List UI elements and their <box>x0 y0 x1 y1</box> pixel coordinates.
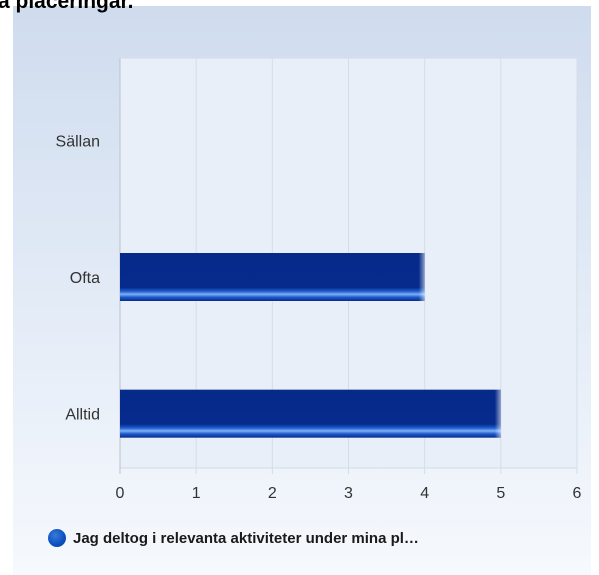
category-label-3: Alltid <box>65 407 100 424</box>
bars <box>120 253 501 438</box>
bar-edge-highlight-2 <box>418 253 425 301</box>
x-tick-label-0: 0 <box>116 485 125 502</box>
bar-rect-2[interactable] <box>120 253 425 301</box>
x-tick-label-6: 6 <box>573 485 582 502</box>
x-tick-label-4: 4 <box>420 485 429 502</box>
x-tick-label-5: 5 <box>496 485 505 502</box>
x-tick-labels: 0 1 2 3 4 5 6 <box>116 485 582 502</box>
bar-rect-3[interactable] <box>120 389 501 438</box>
bar-edge-highlight-3 <box>494 389 501 438</box>
category-labels: Sällan Ofta Alltid <box>56 133 101 423</box>
x-tick-label-2: 2 <box>268 485 277 502</box>
category-label-2: Ofta <box>70 270 100 287</box>
legend: Jag deltog i relevanta aktiviteter under… <box>48 527 419 549</box>
legend-marker-icon <box>48 529 66 547</box>
legend-label: Jag deltog i relevanta aktiviteter under… <box>73 529 419 547</box>
category-label-1: Sällan <box>56 133 100 150</box>
bar-3[interactable] <box>120 389 501 438</box>
bar-2[interactable] <box>120 253 425 301</box>
x-tick-label-1: 1 <box>192 485 201 502</box>
chart-title: a placeringar. <box>0 0 134 13</box>
x-tick-label-3: 3 <box>344 485 353 502</box>
